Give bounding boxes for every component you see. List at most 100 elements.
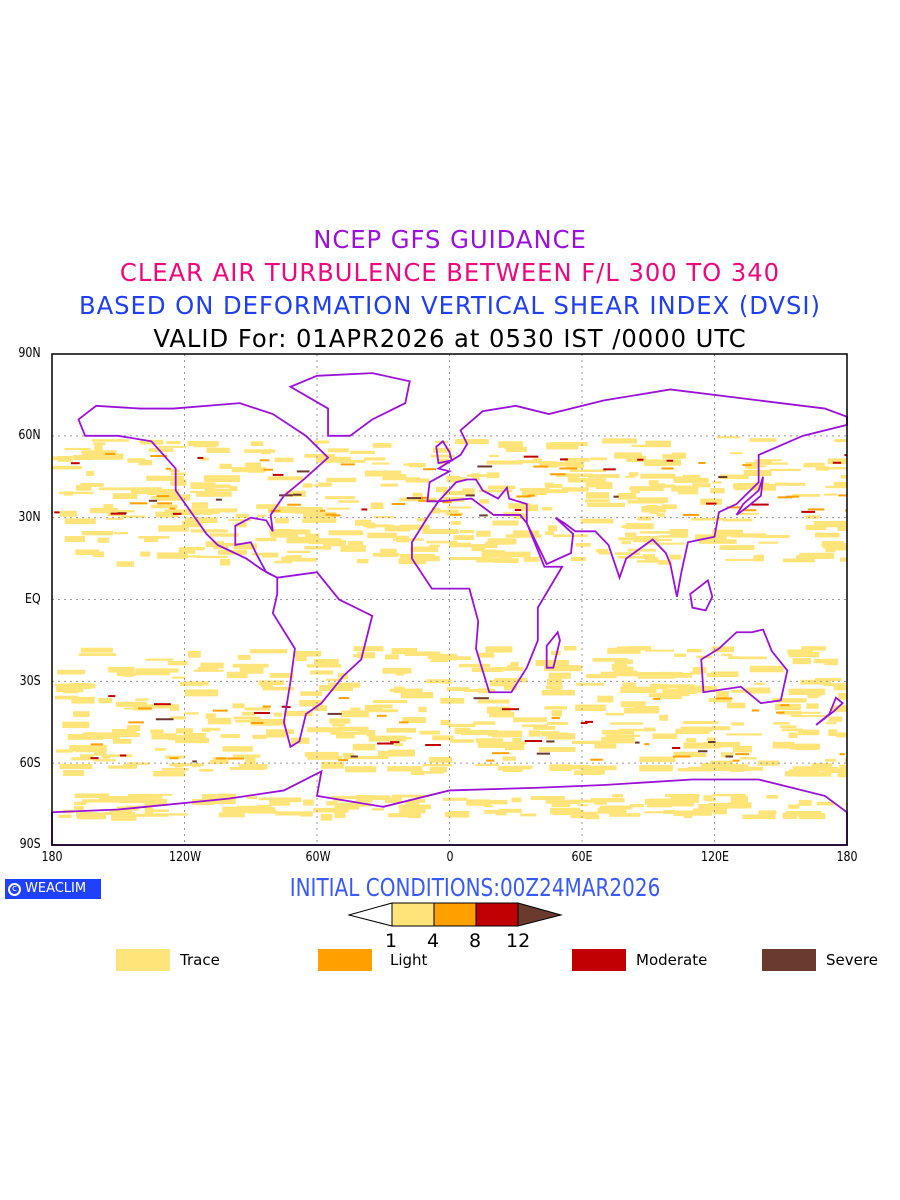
trace-area [620,686,657,693]
trace-area [566,799,602,803]
trace-area [487,538,517,545]
trace-area [788,688,826,695]
turbulence-core [479,514,488,517]
trace-area [119,800,157,804]
trace-area [478,743,516,748]
trace-area [226,671,248,679]
turbulence-core [524,740,543,743]
trace-area [782,558,816,563]
trace-area [328,530,364,536]
trace-area [304,751,339,757]
trace-area [206,797,236,805]
trace-area [790,714,827,717]
trace-area [112,493,138,500]
trace-area [345,766,377,773]
turbulence-core [844,454,847,457]
trace-area [359,726,369,734]
trace-area [86,471,95,476]
colorbar-label: 8 [469,930,482,952]
trace-area [380,483,398,487]
trace-area [713,807,727,815]
trace-area [167,660,188,666]
legend-swatch-moderate [572,949,626,971]
coastline-new-zealand [815,696,844,726]
trace-area [570,556,586,562]
trace-area [834,543,847,551]
trace-area [364,470,402,477]
turbulence-core [682,513,700,516]
trace-area [322,459,337,463]
turbulence-core [319,509,326,512]
trace-area [548,672,571,679]
trace-area [400,691,434,699]
trace-area [73,711,90,717]
trace-area [486,706,511,714]
trace-area [289,507,302,511]
trace-area [55,749,73,753]
trace-area [169,469,180,473]
turbulence-core [634,741,640,744]
trace-area [827,458,847,465]
trace-area [492,520,519,526]
coastline-uk [435,439,453,465]
trace-area [391,647,418,655]
turbulence-core [391,503,406,506]
turbulence-core [751,709,760,712]
turbulence-core [156,495,170,498]
trace-area [250,718,287,726]
trace-area [267,476,303,481]
trace-area [145,658,174,661]
trace-area [805,524,827,531]
trace-area [609,813,641,817]
trace-area [758,810,777,815]
turbulence-core [263,468,274,471]
turbulence-core [70,462,80,465]
trace-area [64,518,96,525]
colorbar-over-arrow [517,902,563,927]
turbulence-core [780,704,790,707]
turbulence-core [644,743,650,746]
turbulence-core [732,759,740,762]
trace-area [63,770,85,776]
trace-area [57,669,86,675]
turbulence-core [155,718,174,721]
trace-area [113,531,129,535]
trace-area [250,649,288,654]
trace-area [803,462,825,468]
turbulence-core [251,721,264,724]
trace-area [538,747,576,752]
turbulence-core [661,467,674,470]
trace-area [128,793,163,799]
trace-area [426,540,458,544]
turbulence-core [90,757,99,760]
trace-area [368,735,407,742]
turbulence-map [51,353,848,846]
trace-area [833,683,847,691]
turbulence-core [666,459,674,462]
trace-area [466,799,491,806]
trace-area [232,663,269,668]
trace-area [352,743,376,751]
trace-area [605,712,624,716]
trace-area [712,529,744,537]
trace-area [190,482,216,489]
colorbar-label: 4 [427,930,440,952]
trace-area [706,737,717,741]
trace-area [304,533,320,539]
trace-area [151,496,181,500]
trace-area [449,556,485,561]
trace-area [412,492,423,497]
trace-area [257,514,266,518]
trace-area [486,472,500,479]
trace-area [244,449,276,453]
trace-area [363,457,386,461]
trace-area [599,805,633,810]
turbulence-core [653,697,661,700]
trace-area [199,768,214,772]
trace-area [726,733,763,736]
trace-area [75,549,100,555]
turbulence-core [262,705,271,708]
trace-area [650,683,668,690]
turbulence-core [279,494,293,497]
trace-area [158,525,189,532]
